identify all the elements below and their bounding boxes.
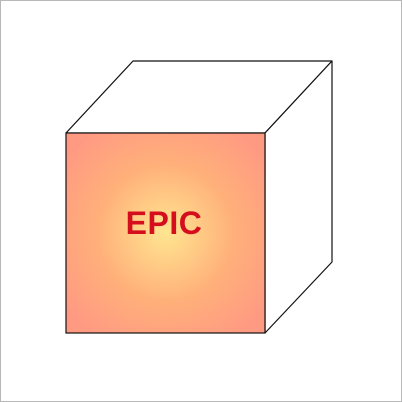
cube-front-face [65, 132, 266, 334]
cube-label: EPIC [126, 205, 203, 241]
